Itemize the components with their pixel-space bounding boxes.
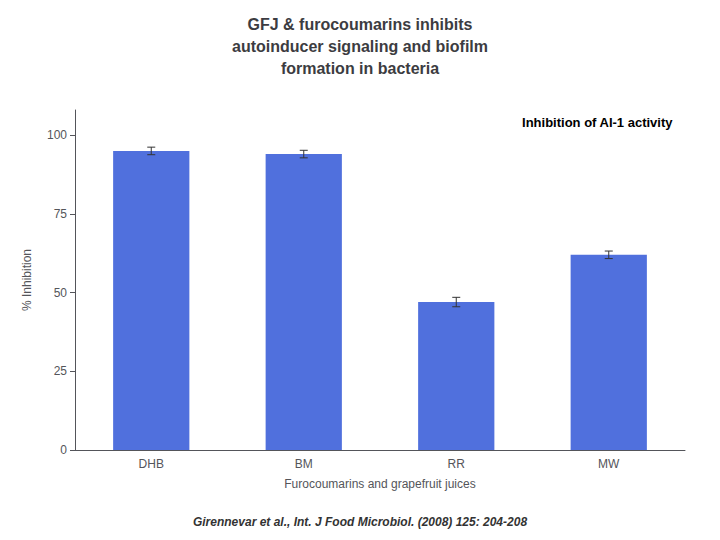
svg-text:% Inhibition: % Inhibition xyxy=(20,249,34,311)
svg-text:75: 75 xyxy=(54,207,68,221)
svg-text:formation in bacteria: formation in bacteria xyxy=(281,60,439,77)
svg-text:Inhibition of AI-1 activity: Inhibition of AI-1 activity xyxy=(522,115,673,130)
svg-text:BM: BM xyxy=(295,457,313,471)
svg-text:RR: RR xyxy=(448,457,466,471)
svg-text:25: 25 xyxy=(54,364,68,378)
svg-text:DHB: DHB xyxy=(139,457,164,471)
svg-text:0: 0 xyxy=(60,443,67,457)
svg-text:GFJ & furocoumarins inhibits: GFJ & furocoumarins inhibits xyxy=(248,16,473,33)
svg-text:Girennevar et al., Int. J Food: Girennevar et al., Int. J Food Microbiol… xyxy=(193,515,527,529)
svg-text:autoinducer signaling and biof: autoinducer signaling and biofilm xyxy=(232,38,488,55)
svg-text:Furocoumarins and grapefruit j: Furocoumarins and grapefruit juices xyxy=(284,477,475,491)
svg-text:100: 100 xyxy=(47,128,67,142)
svg-text:50: 50 xyxy=(54,286,68,300)
svg-text:MW: MW xyxy=(598,457,620,471)
